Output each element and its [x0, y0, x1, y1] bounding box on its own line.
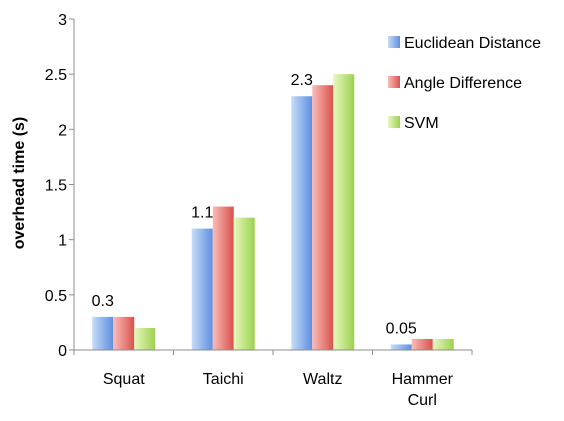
data-label: 2.3: [291, 72, 313, 89]
y-tick-label: 0: [58, 343, 67, 360]
bar-angle-difference: [411, 338, 433, 350]
y-tick-label: 1.5: [45, 178, 67, 195]
legend-label: SVM: [404, 115, 439, 132]
bar-angle-difference: [312, 85, 334, 350]
y-tick-label: 3: [58, 12, 67, 29]
x-category-label: Waltz: [303, 371, 342, 388]
bar-angle-difference: [212, 206, 234, 350]
bar-svm: [333, 74, 355, 351]
legend-swatch: [388, 36, 400, 48]
x-category-label: Squat: [103, 371, 145, 388]
data-labels: 0.3 1.1 2.3 0.05: [92, 72, 417, 337]
y-tick-label: 1: [58, 233, 67, 250]
y-axis-title: overhead time (s): [11, 117, 28, 249]
y-tick-label: 2: [58, 122, 67, 139]
data-label: 1.1: [191, 205, 213, 222]
y-tick-label: 0.5: [45, 288, 67, 305]
bars: [92, 74, 454, 351]
bar-svm: [134, 327, 156, 350]
legend-swatch: [388, 116, 400, 128]
legend-swatch: [388, 76, 400, 88]
bar-angle-difference: [113, 316, 135, 350]
legend: Euclidean Distance Angle Difference SVM: [388, 35, 541, 132]
x-axis-labels: Squat Taichi Waltz Hammer Curl: [103, 371, 454, 409]
bar-svm: [432, 338, 454, 350]
y-tick-label: 2.5: [45, 67, 67, 84]
bar-euclidean-distance: [291, 96, 313, 350]
bar-euclidean-distance: [191, 228, 213, 350]
x-category-label: Taichi: [203, 371, 244, 388]
data-label: 0.05: [386, 320, 417, 337]
data-label: 0.3: [92, 293, 114, 310]
legend-label: Angle Difference: [404, 75, 522, 92]
y-axis-ticks: 0 0.5 1 1.5 2 2.5 3: [45, 12, 74, 360]
bar-euclidean-distance: [92, 316, 114, 350]
axes: [73, 19, 473, 355]
x-category-label: Hammer Curl: [392, 371, 454, 409]
bar-svm: [233, 217, 255, 350]
legend-label: Euclidean Distance: [404, 35, 541, 52]
bar-euclidean-distance: [390, 344, 412, 350]
